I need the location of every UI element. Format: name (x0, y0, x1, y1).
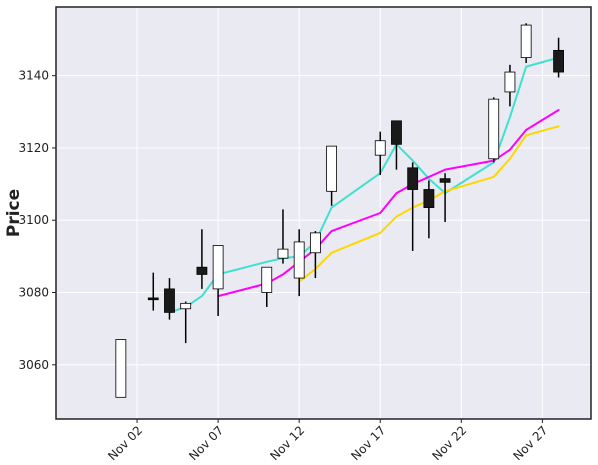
candle (504, 64, 516, 107)
moving-average-line (217, 109, 560, 298)
candle-body (196, 266, 208, 275)
moving-average-line (298, 125, 560, 283)
candle (439, 173, 451, 223)
y-tick-label: 3080 (18, 286, 49, 300)
y-tick-label: 3060 (18, 358, 49, 372)
x-tick-label: Nov 22 (429, 423, 469, 463)
candle-body (147, 297, 159, 301)
candle (326, 145, 338, 206)
candle-body (374, 140, 386, 156)
candle-body (520, 24, 532, 58)
candle (196, 229, 208, 289)
y-tick-label: 3100 (18, 213, 49, 227)
candle-body (407, 167, 419, 190)
candle (391, 120, 402, 170)
candle (277, 209, 289, 264)
y-tick-label: 3140 (18, 69, 49, 83)
candle-body (488, 98, 500, 160)
candle (407, 162, 419, 251)
candle (520, 23, 532, 64)
plot-frame (55, 6, 592, 420)
candle-body (212, 245, 224, 290)
x-tick-label: Nov 02 (105, 423, 145, 463)
y-axis: 3060 3080 3100 3120 3140 (18, 69, 56, 372)
candle (488, 97, 500, 163)
candle-body (326, 145, 338, 192)
candle (115, 339, 127, 398)
candle (374, 131, 386, 176)
candle-body (439, 178, 451, 183)
plot-area (56, 7, 591, 419)
candle (293, 229, 305, 297)
candle (180, 301, 192, 344)
candle-body (164, 288, 175, 313)
candle (261, 266, 273, 307)
candle (147, 272, 159, 311)
candle-body (293, 241, 305, 279)
x-tick-label: Nov 17 (348, 423, 388, 463)
candle-body (391, 120, 402, 145)
candle (309, 231, 321, 279)
candle-body (180, 302, 192, 310)
candle (212, 245, 224, 316)
candle-body (277, 248, 289, 259)
candle-body (261, 266, 273, 293)
x-tick-label: Nov 27 (511, 423, 551, 463)
candle-body (504, 71, 516, 93)
x-axis: Nov 02 Nov 07 Nov 12 Nov 17 Nov 22 Nov 27 (105, 419, 550, 463)
candle (423, 180, 435, 239)
candle-body (553, 49, 564, 73)
y-axis-label: Price (4, 189, 24, 237)
candle-body (309, 232, 321, 254)
x-tick-label: Nov 07 (186, 423, 226, 463)
candle (553, 37, 564, 78)
candle-body (423, 189, 435, 208)
y-tick-label: 3120 (18, 141, 49, 155)
grid-lines (56, 7, 591, 419)
x-tick-label: Nov 12 (267, 423, 307, 463)
candle (164, 278, 175, 320)
candle-body (115, 339, 127, 398)
candles (115, 23, 564, 398)
